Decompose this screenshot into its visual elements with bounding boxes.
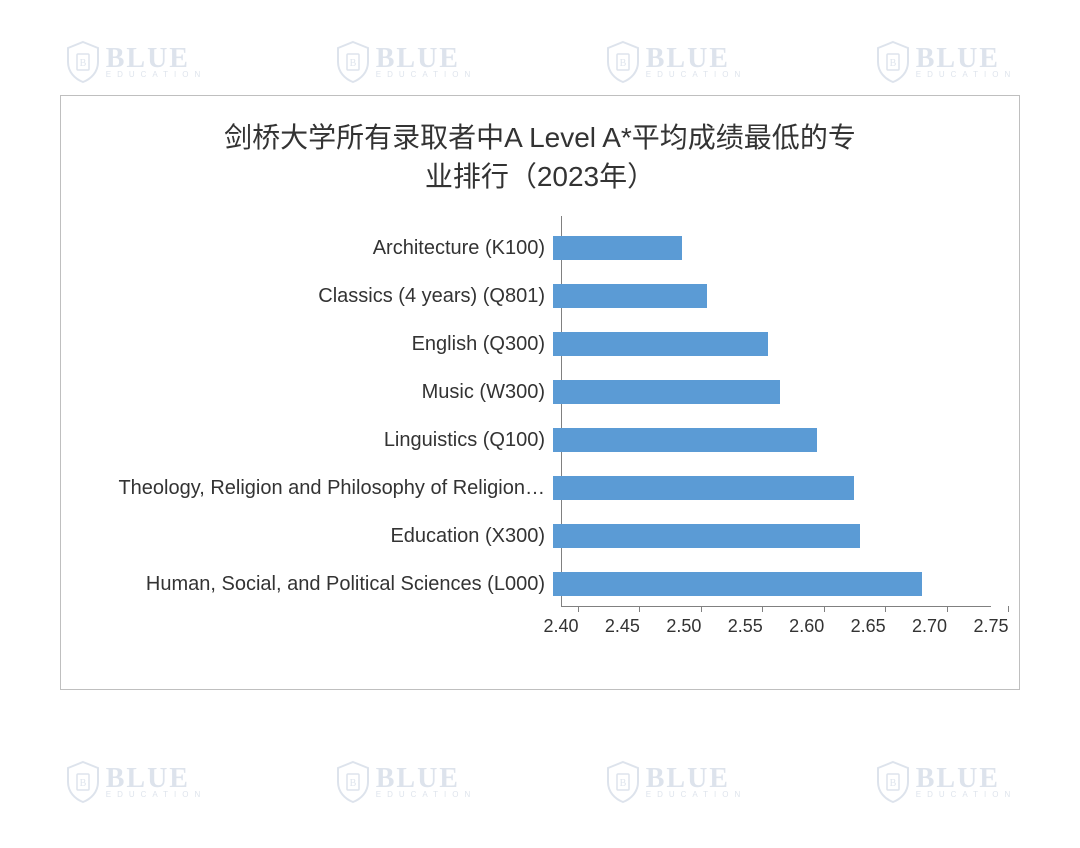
axis-x-tick: 2.55	[745, 606, 780, 637]
bar	[553, 476, 854, 500]
bar	[553, 284, 707, 308]
axis-x-tick: 2.45	[622, 606, 657, 637]
watermark-logo: BBLUEEDUCATION	[874, 760, 1017, 804]
svg-text:B: B	[349, 58, 356, 69]
watermark-logo: BBLUEEDUCATION	[604, 40, 747, 84]
bar-label: Architecture (K100)	[61, 237, 553, 260]
bar	[553, 380, 780, 404]
bar-row: Architecture (K100)	[61, 226, 1019, 270]
bar-row: Theology, Religion and Philosophy of Rel…	[61, 466, 1019, 510]
svg-text:B: B	[889, 58, 896, 69]
watermark-logo: BBLUEEDUCATION	[64, 40, 207, 84]
axis-x-tick: 2.60	[807, 606, 842, 637]
bar-label: English (Q300)	[61, 333, 553, 356]
bar	[553, 332, 768, 356]
axis-x-tick: 2.70	[930, 606, 965, 637]
chart-card: 剑桥大学所有录取者中A Level A*平均成绩最低的专 业排行（2023年） …	[60, 95, 1020, 690]
svg-text:B: B	[619, 58, 626, 69]
axis-x-tick: 2.50	[684, 606, 719, 637]
watermark-logo: BBLUEEDUCATION	[334, 40, 477, 84]
watermark-logo: BBLUEEDUCATION	[874, 40, 1017, 84]
bar	[553, 524, 860, 548]
svg-text:B: B	[619, 778, 626, 789]
chart-title-line2: 业排行（2023年）	[425, 161, 655, 192]
chart-title-line1: 剑桥大学所有录取者中A Level A*平均成绩最低的专	[224, 122, 856, 153]
watermark-logo: BBLUEEDUCATION	[334, 760, 477, 804]
svg-text:B: B	[79, 58, 86, 69]
bar-row: English (Q300)	[61, 322, 1019, 366]
bar-label: Linguistics (Q100)	[61, 429, 553, 452]
bar-label: Education (X300)	[61, 525, 553, 548]
axis-x-tick: 2.75	[991, 606, 1026, 637]
axis-x-tick: 2.40	[561, 606, 596, 637]
svg-text:B: B	[349, 778, 356, 789]
axis-x-tick: 2.65	[868, 606, 903, 637]
svg-text:B: B	[79, 778, 86, 789]
bar-label: Theology, Religion and Philosophy of Rel…	[61, 477, 553, 500]
bar-label: Music (W300)	[61, 381, 553, 404]
bar-row: Music (W300)	[61, 370, 1019, 414]
watermark-logo: BBLUEEDUCATION	[64, 760, 207, 804]
bar-row: Human, Social, and Political Sciences (L…	[61, 562, 1019, 606]
chart-title: 剑桥大学所有录取者中A Level A*平均成绩最低的专 业排行（2023年）	[61, 118, 1019, 196]
bar-label: Human, Social, and Political Sciences (L…	[61, 573, 553, 596]
svg-text:B: B	[889, 778, 896, 789]
bar	[553, 236, 682, 260]
bar-row: Education (X300)	[61, 514, 1019, 558]
chart-plot: 2.402.452.502.552.602.652.702.75 Archite…	[61, 216, 1019, 676]
bar-row: Linguistics (Q100)	[61, 418, 1019, 462]
bar-row: Classics (4 years) (Q801)	[61, 274, 1019, 318]
axis-x-ticks: 2.402.452.502.552.602.652.702.75	[561, 606, 991, 636]
bar-label: Classics (4 years) (Q801)	[61, 285, 553, 308]
watermark-logo: BBLUEEDUCATION	[604, 760, 747, 804]
bar	[553, 572, 922, 596]
bar	[553, 428, 817, 452]
